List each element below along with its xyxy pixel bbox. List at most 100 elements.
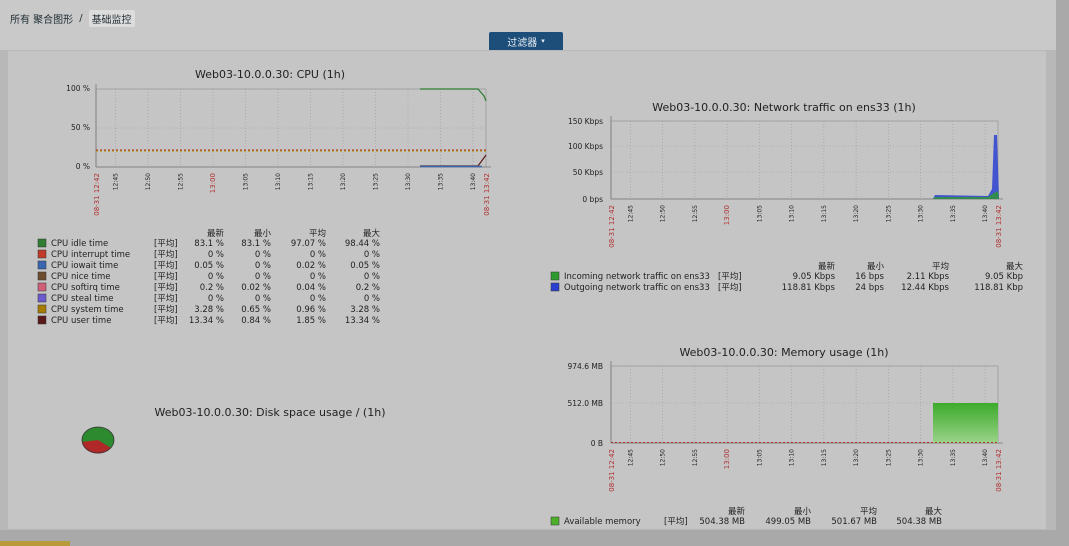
cpu-legend-last: 0 % xyxy=(208,294,224,304)
network-x-labels: 12:45 12:50 12:55 13:00 13:05 13:10 13:15 13:20… xyxy=(608,205,1003,248)
network-xtick-label: 13:30 xyxy=(918,205,925,222)
cpu-legend-max: 3.28 % xyxy=(350,305,380,315)
cpu-legend-avg: 0 % xyxy=(310,272,326,282)
memory-xtick-label: 13:40 xyxy=(982,449,989,466)
top-bar: 所有 聚合图形 / 基础监控 过滤器 ▾ xyxy=(0,0,1056,50)
memory-time-start: 08-31 12:42 xyxy=(608,449,616,492)
memory-xtick-label: 12:45 xyxy=(627,449,634,466)
cpu-legend-min: 83.1 % xyxy=(241,239,271,249)
cpu-user-line xyxy=(420,154,487,167)
cpu-legend-swatch xyxy=(37,315,47,325)
memory-legend-func: [平均] xyxy=(664,516,688,527)
cpu-legend-name: CPU user time xyxy=(51,316,111,326)
cpu-legend-avg: 0 % xyxy=(310,250,326,260)
memory-xtick-label: 13:05 xyxy=(756,449,763,466)
cpu-legend-swatch xyxy=(37,282,47,292)
cpu-xtick-label: 13:10 xyxy=(275,173,282,190)
cpu-legend-swatch xyxy=(37,271,47,281)
footer-indicator xyxy=(0,541,70,546)
network-xtick-label: 12:45 xyxy=(627,205,634,222)
network-legend-avg: 2.11 Kbps xyxy=(907,272,950,282)
cpu-legend-swatch xyxy=(37,293,47,303)
network-legend: 最新 最小 平均 最大 Incoming network traffic on ens3… xyxy=(550,261,1023,293)
filter-label: 过滤器 xyxy=(507,37,538,49)
footer-strip xyxy=(0,530,1056,546)
cpu-legend-func: [平均] xyxy=(154,238,178,249)
cpu-legend-avg: 1.85 % xyxy=(296,316,326,326)
cpu-xtick-label: 13:05 xyxy=(243,173,250,190)
cpu-stat-header: 最大 xyxy=(363,228,381,239)
memory-stat-header: 最大 xyxy=(925,506,943,517)
cpu-idle-line xyxy=(420,88,487,102)
network-legend-func: [平均] xyxy=(718,271,742,282)
cpu-legend-func: [平均] xyxy=(154,249,178,260)
network-xtick-label: 13:40 xyxy=(982,205,989,222)
breadcrumb-root[interactable]: 所有 聚合图形 xyxy=(10,15,74,26)
cpu-legend-swatch xyxy=(37,249,47,259)
cpu-legend-swatch xyxy=(37,260,47,270)
network-xtick-label: 13:15 xyxy=(821,205,828,222)
vertical-scrollbar[interactable] xyxy=(1056,0,1069,546)
cpu-legend-last: 3.28 % xyxy=(194,305,224,315)
network-graph-title: Web03-10.0.0.30: Network traffic on ens3… xyxy=(652,101,916,114)
cpu-legend-func: [平均] xyxy=(154,293,178,304)
cpu-legend-min: 0 % xyxy=(255,261,271,271)
breadcrumb-current[interactable]: 基础监控 xyxy=(88,10,135,27)
cpu-legend-max: 98.44 % xyxy=(345,239,380,249)
cpu-legend-swatch xyxy=(37,238,47,248)
cpu-legend-last: 0.2 % xyxy=(200,283,224,293)
memory-graph: Web03-10.0.0.30: Memory usage (1h) 974.6… xyxy=(550,346,1003,527)
network-ytick-100: 100 Kbps xyxy=(568,142,603,151)
network-legend-max: 118.81 Kbp xyxy=(974,283,1023,293)
network-xtick-label: 13:35 xyxy=(950,205,957,222)
cpu-legend-max: 0.2 % xyxy=(356,283,380,293)
cpu-legend-last: 13.34 % xyxy=(189,316,224,326)
memory-xtick-label: 13:20 xyxy=(853,449,860,466)
cpu-legend-min: 0.84 % xyxy=(241,316,271,326)
network-outgoing-area xyxy=(933,135,999,199)
cpu-legend-min: 0.65 % xyxy=(241,305,271,315)
memory-available-area xyxy=(933,403,998,443)
disk-pie-used-slice xyxy=(82,440,111,454)
breadcrumb-separator: / xyxy=(79,13,83,24)
cpu-legend-last: 0 % xyxy=(208,272,224,282)
chevron-down-icon: ▾ xyxy=(541,37,545,45)
network-legend-swatch xyxy=(550,271,560,281)
network-graph: Web03-10.0.0.30: Network traffic on ens3… xyxy=(550,101,1023,293)
cpu-legend-swatch xyxy=(37,304,47,314)
breadcrumb: 所有 聚合图形 / 基础监控 xyxy=(10,10,135,27)
filter-button[interactable]: 过滤器 ▾ xyxy=(489,32,563,50)
memory-legend: 最新 最小 平均 最大 Available memory [平均] 504.38 MB 499… xyxy=(550,506,943,527)
cpu-legend-func: [平均] xyxy=(154,282,178,293)
network-legend-min: 24 bps xyxy=(855,283,884,293)
cpu-time-end: 08-31 13:42 xyxy=(483,173,491,216)
network-xtick-label: 13:25 xyxy=(885,205,892,222)
network-xtick-label: 12:50 xyxy=(660,205,667,222)
memory-legend-avg: 501.67 MB xyxy=(831,517,877,527)
cpu-legend-name: CPU softirq time xyxy=(51,283,120,293)
cpu-xtick-label: 12:45 xyxy=(113,173,120,190)
memory-legend-name: Available memory xyxy=(564,517,641,527)
network-stat-header: 最小 xyxy=(867,261,885,272)
cpu-ytick-50: 50 % xyxy=(71,123,90,132)
network-grid xyxy=(610,116,1003,200)
cpu-ytick-100: 100 % xyxy=(66,84,90,93)
memory-ytick-max: 974.6 MB xyxy=(568,362,603,371)
network-frame xyxy=(610,120,999,200)
network-legend-last: 9.05 Kbps xyxy=(793,272,836,282)
cpu-legend-max: 0.05 % xyxy=(350,261,380,271)
cpu-xtick-label: 13:25 xyxy=(373,173,380,190)
cpu-legend-max: 13.34 % xyxy=(345,316,380,326)
cpu-stat-header: 最新 xyxy=(207,228,225,239)
memory-xtick-label: 12:50 xyxy=(660,449,667,466)
cpu-ytick-0: 0 % xyxy=(76,162,90,171)
cpu-graph: Web03-10.0.0.30: CPU (1h) 100 % 50 % 0 %… xyxy=(37,68,491,326)
memory-xtick-label: 13:10 xyxy=(789,449,796,466)
dashboard-panel: Web03-10.0.0.30: CPU (1h) 100 % 50 % 0 %… xyxy=(8,51,1046,529)
memory-legend-max: 504.38 MB xyxy=(896,517,942,527)
cpu-legend-max: 0 % xyxy=(364,272,380,282)
memory-stat-header: 最小 xyxy=(794,506,812,517)
network-stat-header: 最新 xyxy=(818,261,836,272)
cpu-legend-avg: 0 % xyxy=(310,294,326,304)
cpu-legend-min: 0 % xyxy=(255,294,271,304)
